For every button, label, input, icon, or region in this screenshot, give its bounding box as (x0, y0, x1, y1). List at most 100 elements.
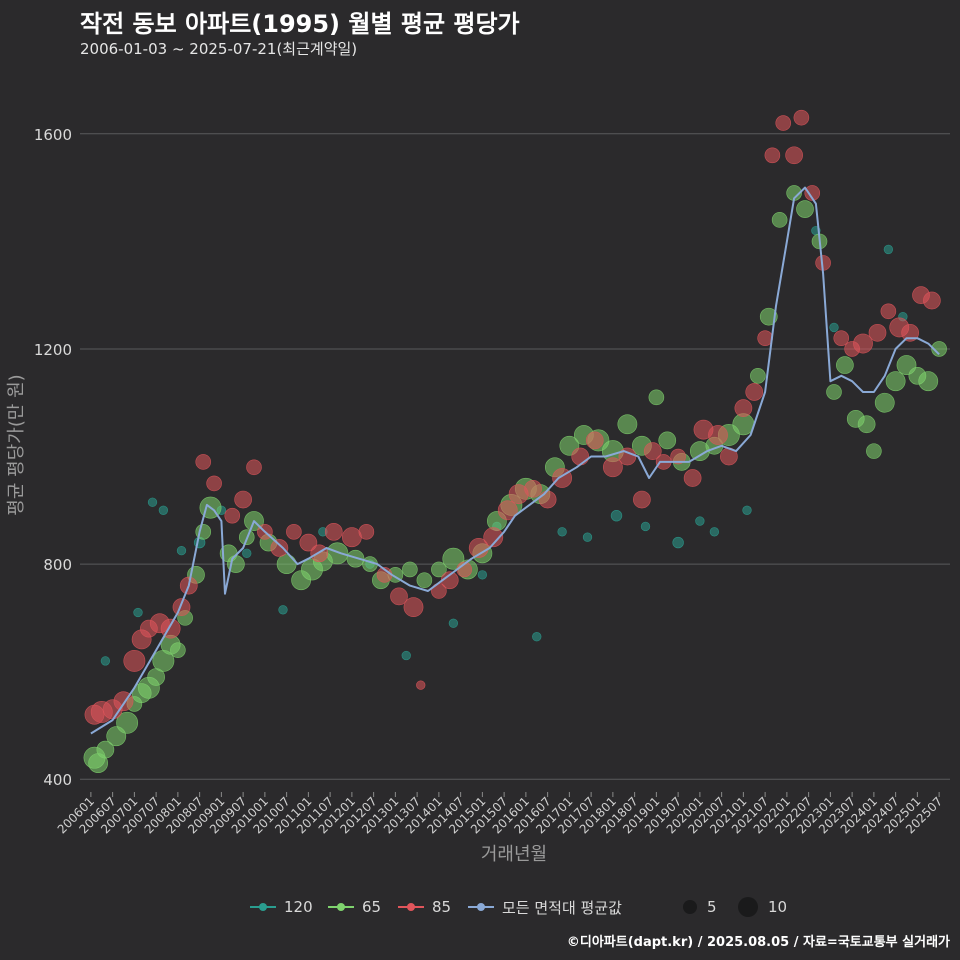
data-point-120 (883, 244, 894, 255)
legend-size-5-label: 5 (707, 898, 717, 916)
data-point-120 (100, 656, 111, 666)
data-point-65 (402, 561, 418, 578)
chart-title: 작전 동보 아파트(1995) 월별 평균 평당가 (80, 10, 520, 38)
data-point-85 (833, 330, 850, 346)
data-point-85 (708, 425, 728, 445)
data-point-65 (931, 341, 947, 357)
gridlines (80, 133, 950, 780)
data-point-85 (775, 115, 792, 131)
data-point-85 (324, 522, 343, 541)
data-point-85 (618, 447, 637, 466)
data-point-120 (672, 536, 684, 549)
data-point-85 (868, 323, 887, 342)
data-point-120 (582, 532, 593, 542)
data-point-120 (742, 505, 752, 515)
data-point-85 (206, 475, 222, 492)
x-axis-label: 거래년월 (481, 844, 547, 865)
data-point-120 (448, 618, 459, 628)
data-point-65 (416, 572, 433, 589)
data-point-85 (299, 533, 318, 552)
data-point-85 (524, 479, 542, 498)
data-point-120 (401, 650, 411, 661)
data-point-120 (709, 527, 720, 537)
data-point-85 (416, 680, 426, 690)
legend-label-65: 65 (362, 898, 382, 916)
data-point-85 (270, 539, 289, 557)
data-point-65 (617, 414, 638, 435)
data-point-120 (477, 570, 488, 580)
legend-item-65: 65 (328, 893, 381, 921)
data-point-85 (643, 442, 662, 460)
data-point-120 (147, 497, 158, 507)
legend-item-85: 85 (398, 893, 451, 921)
data-point-85 (585, 431, 604, 450)
data-point-85 (745, 383, 764, 401)
data-point-85 (602, 457, 623, 478)
data-point-120 (829, 322, 839, 333)
y-axis-label: 평균 평당가(만 원) (6, 374, 27, 515)
data-point-120 (695, 516, 705, 526)
data-point-85 (670, 448, 686, 465)
source-caption: ©디아파트(dapt.kr) / 2025.08.05 / 자료=국토교통부 실… (566, 935, 950, 950)
data-point-120 (133, 607, 143, 618)
series-85 (84, 109, 941, 725)
data-point-85 (358, 524, 375, 540)
data-point-85 (224, 507, 241, 524)
data-point-85 (497, 500, 518, 521)
data-point-65 (346, 549, 365, 568)
data-point-65 (918, 371, 939, 392)
data-point-65 (276, 554, 297, 574)
data-point-85 (785, 146, 803, 165)
data-point-120 (640, 521, 651, 532)
legend-size-10-label: 10 (768, 898, 788, 916)
average-line-path (90, 186, 940, 735)
data-point-85 (793, 109, 810, 126)
data-point-85 (246, 459, 262, 476)
legend-item-120: 120 (250, 893, 313, 921)
legend-key-65-icon (328, 897, 354, 917)
legend-key-average-icon (468, 897, 494, 917)
data-point-65 (759, 307, 778, 326)
data-point-65 (796, 200, 814, 218)
data-point-85 (804, 185, 821, 201)
data-point-85 (734, 399, 753, 417)
data-point-65 (836, 356, 854, 374)
size-5-dot-icon (683, 900, 697, 914)
data-point-120 (242, 548, 252, 558)
legend-size-5: 5 (683, 893, 717, 921)
data-point-120 (176, 545, 187, 556)
data-point-120 (557, 527, 567, 537)
data-point-65 (96, 740, 115, 759)
chart-subtitle: 2006-01-03 ~ 2025-07-21(최근계약일) (80, 40, 358, 58)
size-10-dot-icon (738, 897, 758, 917)
data-point-85 (195, 454, 212, 470)
data-point-85 (172, 598, 191, 616)
data-point-85 (880, 303, 897, 320)
legend-item-average: 모든 면적대 평균값 (468, 893, 622, 921)
data-point-120 (610, 509, 623, 522)
data-point-85 (923, 291, 941, 310)
data-point-85 (853, 333, 873, 354)
data-point-65 (170, 642, 186, 658)
data-point-65 (885, 371, 906, 392)
data-point-120 (278, 605, 288, 615)
data-point-85 (234, 490, 252, 509)
data-point-85 (764, 147, 781, 164)
data-point-85 (286, 524, 302, 540)
legend-key-120-icon (250, 897, 276, 917)
data-point-65 (826, 384, 842, 400)
y-tick-label: 1200 (34, 341, 72, 359)
legend: 120 65 85 모든 면적대 평균값 5 10 (0, 893, 960, 921)
data-point-85 (123, 649, 146, 672)
legend-label-average: 모든 면적대 평균값 (502, 898, 622, 917)
data-point-65 (431, 561, 447, 578)
data-point-65 (857, 415, 876, 434)
series-120 (100, 225, 908, 666)
average-line (90, 186, 940, 735)
data-point-65 (750, 368, 766, 384)
data-point-65 (866, 443, 882, 459)
data-point-65 (648, 389, 665, 406)
legend-label-85: 85 (432, 898, 452, 916)
